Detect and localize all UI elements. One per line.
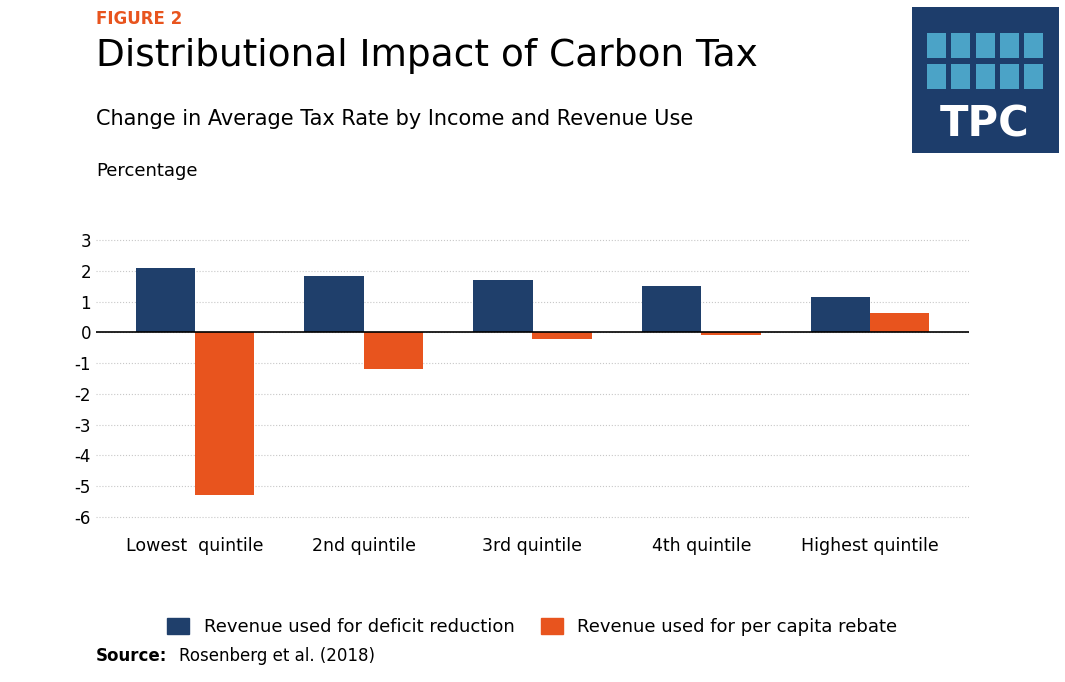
Legend: Revenue used for deficit reduction, Revenue used for per capita rebate: Revenue used for deficit reduction, Reve… <box>159 608 906 644</box>
Bar <box>702 332 760 335</box>
FancyBboxPatch shape <box>951 33 970 58</box>
Bar <box>305 276 363 332</box>
FancyBboxPatch shape <box>1025 64 1044 89</box>
FancyBboxPatch shape <box>976 33 995 58</box>
FancyBboxPatch shape <box>1025 33 1044 58</box>
Text: Change in Average Tax Rate by Income and Revenue Use: Change in Average Tax Rate by Income and… <box>96 109 693 129</box>
Bar <box>363 332 423 369</box>
FancyBboxPatch shape <box>976 64 995 89</box>
FancyBboxPatch shape <box>1000 64 1019 89</box>
FancyBboxPatch shape <box>1000 33 1019 58</box>
Bar <box>642 286 702 332</box>
Text: Source:: Source: <box>96 647 167 665</box>
Bar <box>812 297 870 332</box>
Text: TPC: TPC <box>940 103 1030 145</box>
Text: Rosenberg et al. (2018): Rosenberg et al. (2018) <box>179 647 375 665</box>
FancyBboxPatch shape <box>927 33 946 58</box>
Bar <box>195 332 253 495</box>
Bar <box>135 268 195 332</box>
Bar <box>473 280 532 332</box>
Bar <box>532 332 592 338</box>
Bar <box>870 312 930 332</box>
Text: FIGURE 2: FIGURE 2 <box>96 10 182 28</box>
Text: Percentage: Percentage <box>96 162 197 180</box>
Text: Distributional Impact of Carbon Tax: Distributional Impact of Carbon Tax <box>96 38 757 74</box>
FancyBboxPatch shape <box>927 64 946 89</box>
FancyBboxPatch shape <box>912 7 1059 153</box>
FancyBboxPatch shape <box>951 64 970 89</box>
